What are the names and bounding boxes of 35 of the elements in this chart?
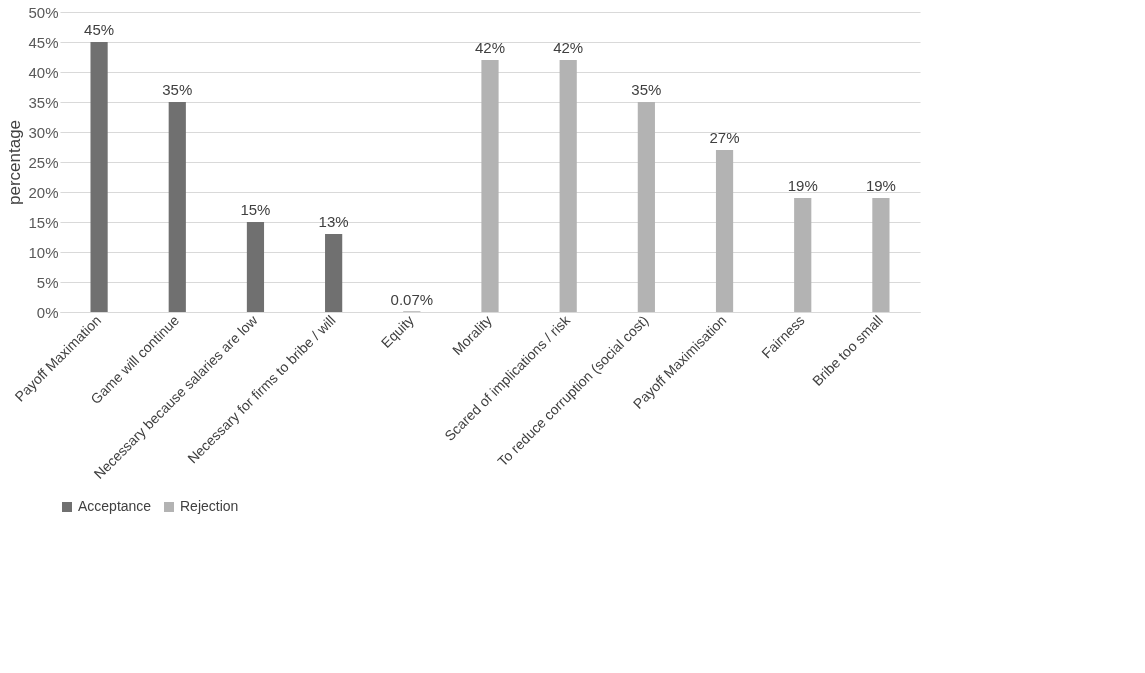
y-tick-label: 20%	[28, 183, 59, 201]
y-tick-label: 5%	[36, 273, 59, 291]
data-label: 35%	[162, 81, 193, 98]
bar	[715, 150, 734, 312]
legend-label: Rejection	[180, 498, 239, 514]
bar	[559, 60, 577, 312]
data-label: 45%	[84, 21, 115, 38]
data-label: 19%	[787, 177, 818, 194]
data-label: 15%	[240, 201, 271, 218]
y-tick-label: 25%	[28, 153, 59, 171]
bar	[481, 60, 499, 312]
bar	[872, 198, 890, 312]
y-tick-label: 10%	[28, 243, 59, 261]
y-tick-label: 50%	[28, 3, 59, 21]
bar	[637, 102, 655, 312]
data-label: 42%	[553, 39, 584, 56]
data-label: 0.07%	[390, 290, 434, 308]
data-label: 19%	[865, 177, 896, 194]
bar	[246, 222, 265, 312]
data-label: 35%	[631, 81, 662, 98]
bar	[90, 42, 108, 312]
bar	[325, 234, 343, 312]
y-tick-label: 30%	[28, 123, 59, 141]
y-tick-label: 45%	[28, 33, 59, 51]
y-tick-label: 15%	[28, 213, 59, 231]
data-label: 13%	[318, 213, 349, 230]
y-tick-label: 0%	[36, 303, 59, 321]
data-label: 27%	[709, 129, 740, 146]
bar	[794, 198, 812, 312]
y-tick-label: 40%	[28, 63, 59, 81]
y-tick-label: 35%	[28, 93, 59, 111]
data-label: 42%	[474, 39, 506, 56]
y-axis-title: percentage	[5, 119, 25, 206]
bar	[168, 102, 186, 312]
legend-label: Acceptance	[78, 498, 152, 514]
